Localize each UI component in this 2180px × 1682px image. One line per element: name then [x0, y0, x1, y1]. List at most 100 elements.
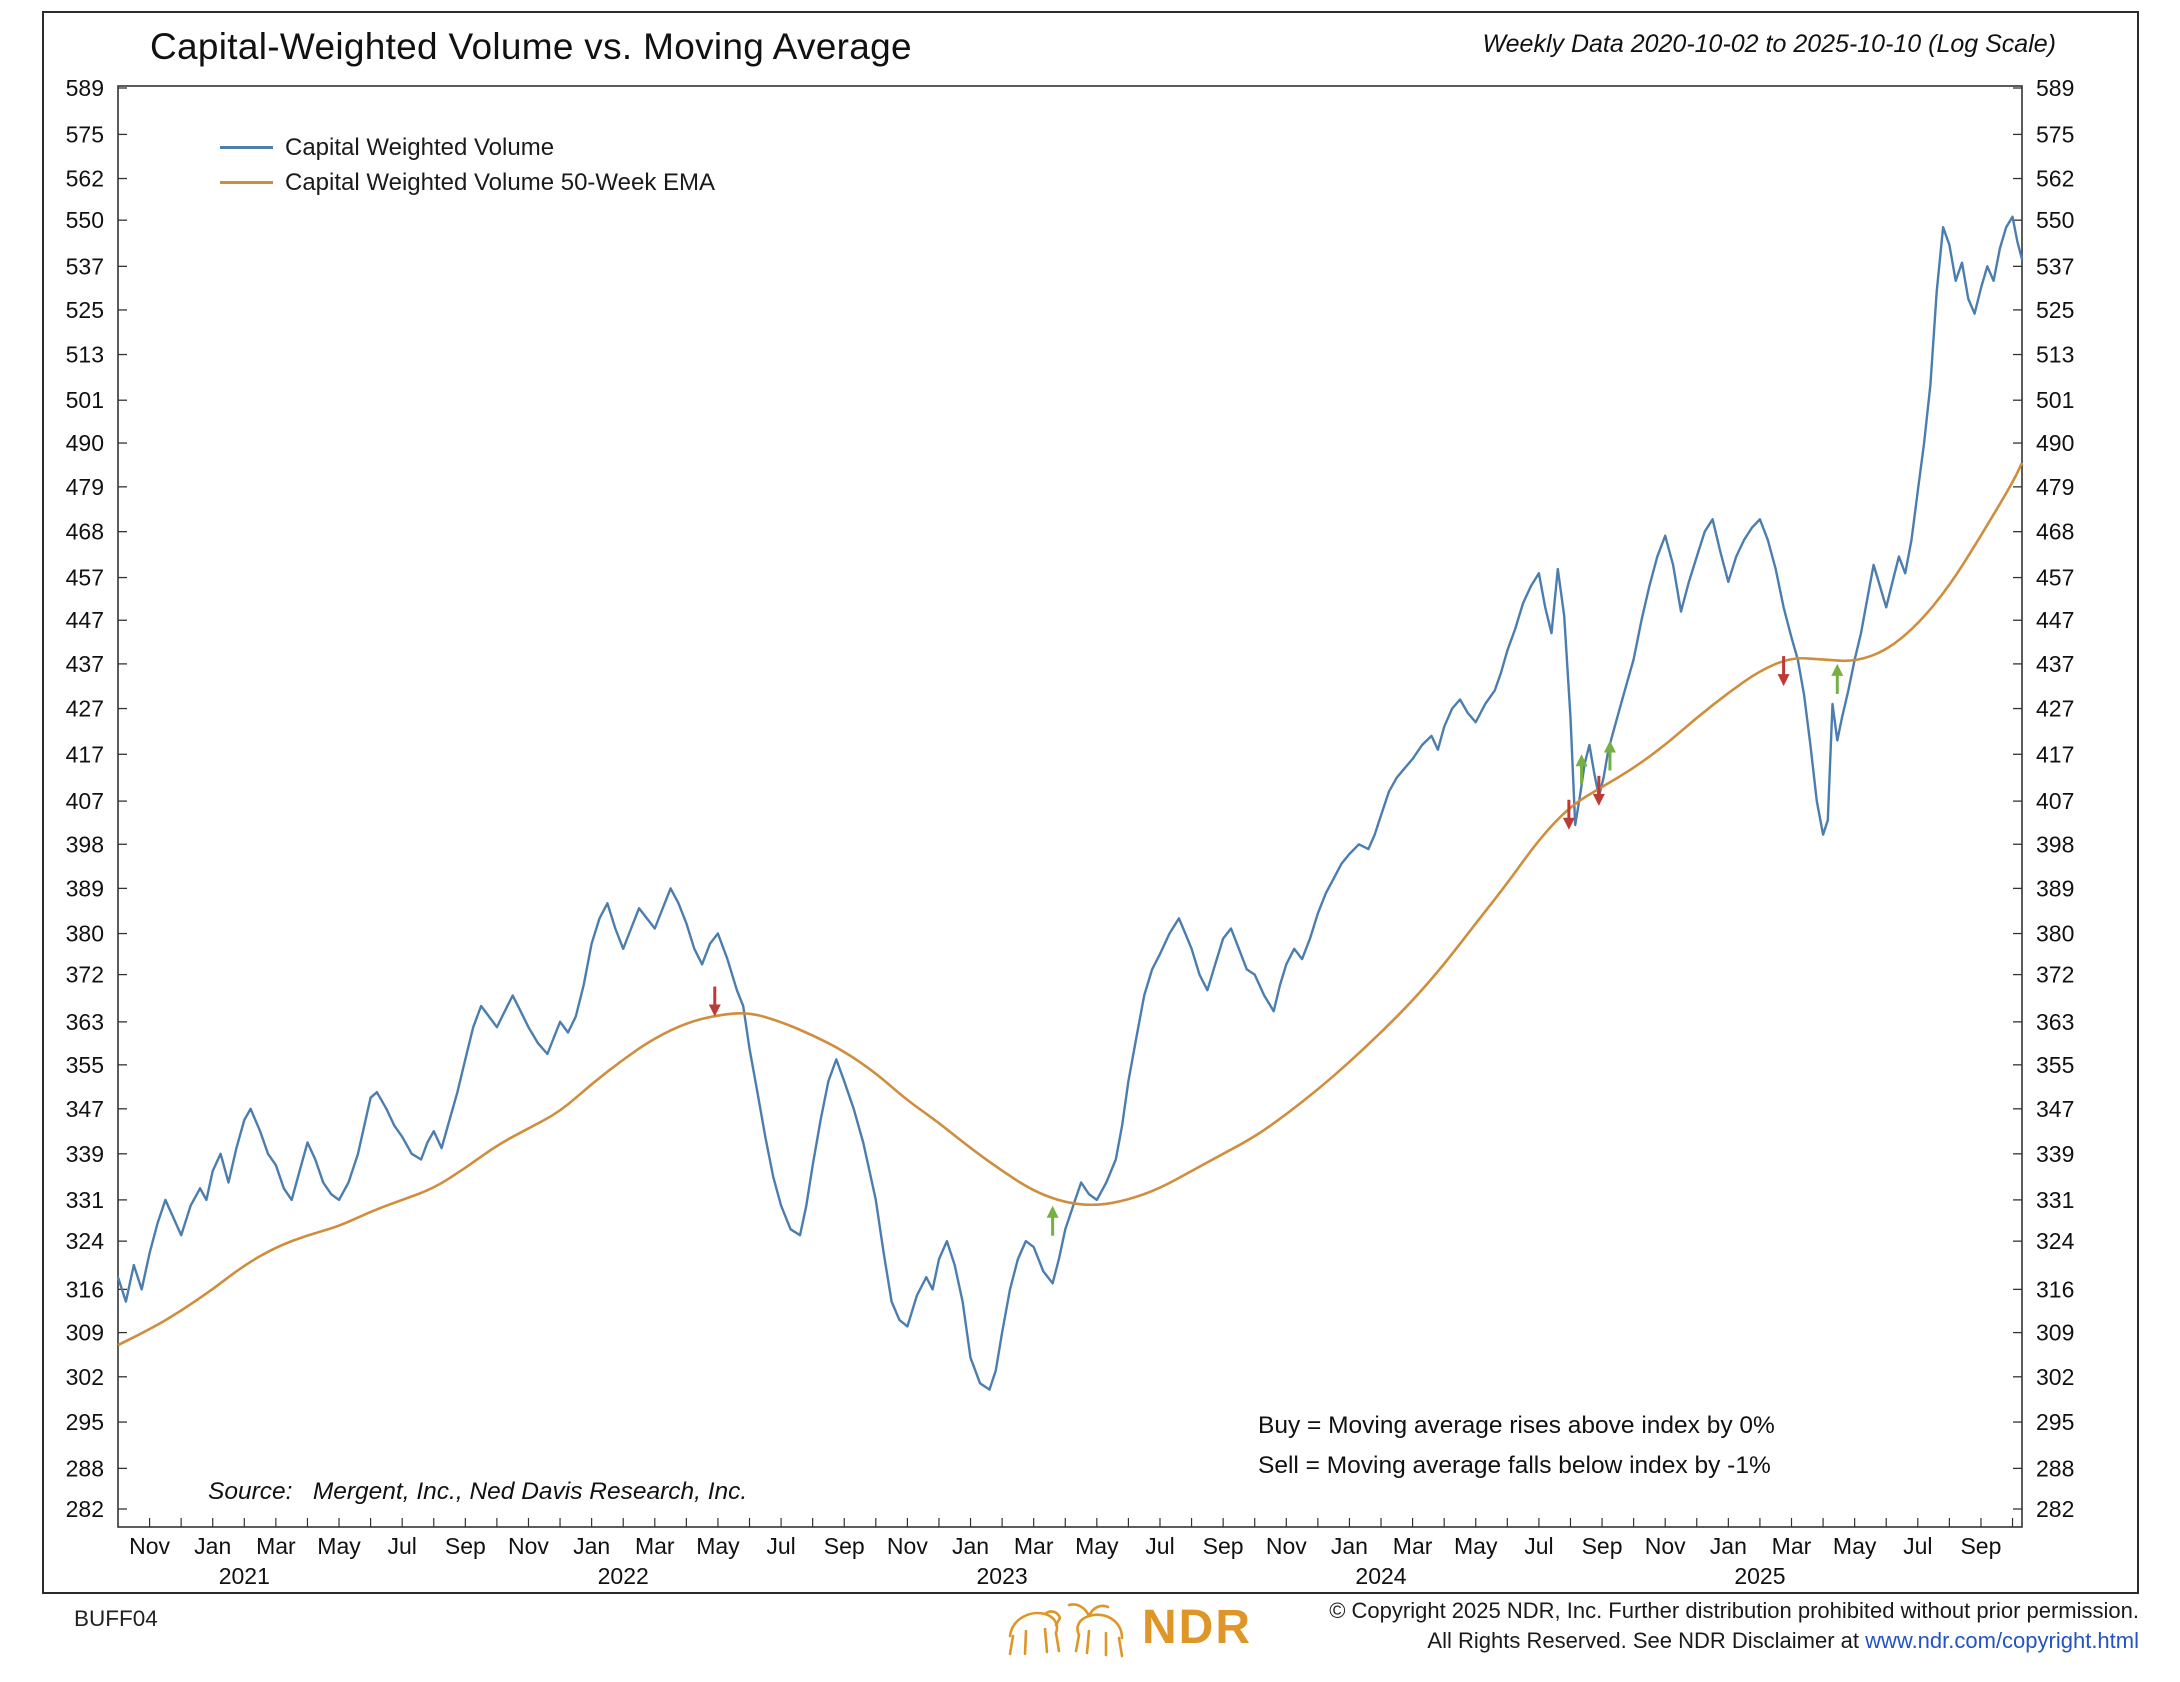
y-axis-label-left: 447 — [66, 607, 104, 633]
sell-signal-arrow-icon — [1592, 793, 1605, 806]
x-axis-month-label: May — [1075, 1533, 1119, 1559]
chart-id: BUFF04 — [74, 1606, 158, 1631]
copyright-line1: © Copyright 2025 NDR, Inc. Further distr… — [1329, 1598, 2139, 1623]
x-axis-month-label: Nov — [129, 1533, 170, 1559]
x-axis-year-label: 2022 — [598, 1563, 649, 1589]
y-axis-label-left: 417 — [66, 741, 104, 767]
y-axis-label-right: 575 — [2036, 121, 2074, 147]
y-axis-label-left: 479 — [66, 474, 104, 500]
y-axis-label-right: 562 — [2036, 166, 2074, 192]
y-axis-label-left: 501 — [66, 387, 104, 413]
x-axis-month-label: Sep — [445, 1533, 486, 1559]
x-axis-month-label: May — [1454, 1533, 1498, 1559]
x-axis-month-label: Jul — [1524, 1533, 1553, 1559]
chart-title: Capital-Weighted Volume vs. Moving Avera… — [150, 26, 912, 67]
x-axis-month-label: May — [317, 1533, 361, 1559]
x-axis-year-label: 2023 — [977, 1563, 1028, 1589]
y-axis-label-right: 309 — [2036, 1320, 2074, 1346]
y-axis-label-left: 427 — [66, 696, 104, 722]
buy-signal-arrow-icon — [1046, 1205, 1059, 1218]
y-axis-label-left: 355 — [66, 1052, 104, 1078]
x-axis-month-label: Nov — [887, 1533, 928, 1559]
buy-signal-arrow-icon — [1831, 663, 1844, 676]
x-axis-year-label: 2025 — [1734, 1563, 1785, 1589]
source-note: Source: Mergent, Inc., Ned Davis Researc… — [208, 1478, 748, 1505]
buy-rule-note: Buy = Moving average rises above index b… — [1258, 1412, 1775, 1439]
x-axis-month-label: Jul — [1903, 1533, 1932, 1559]
y-axis-label-right: 490 — [2036, 430, 2074, 456]
y-axis-label-left: 347 — [66, 1096, 104, 1122]
y-axis-label-left: 363 — [66, 1009, 104, 1035]
y-axis-label-left: 339 — [66, 1141, 104, 1167]
legend-ema-label: Capital Weighted Volume 50-Week EMA — [285, 168, 715, 196]
y-axis-label-right: 501 — [2036, 387, 2074, 413]
x-axis-month-label: Jan — [573, 1533, 610, 1559]
sell-signal-arrow-icon — [1777, 674, 1790, 687]
y-axis-label-right: 447 — [2036, 607, 2074, 633]
y-axis-label-left: 575 — [66, 121, 104, 147]
x-axis-month-label: Jul — [387, 1533, 416, 1559]
ema-line — [117, 462, 2024, 1347]
x-axis-month-label: Nov — [508, 1533, 549, 1559]
x-axis-month-label: Sep — [824, 1533, 865, 1559]
x-axis-month-label: Jul — [1145, 1533, 1174, 1559]
copyright-link[interactable]: www.ndr.com/copyright.html — [1865, 1628, 2139, 1653]
legend-volume-line-sample — [220, 146, 273, 149]
x-axis-month-label: Mar — [256, 1533, 296, 1559]
y-axis-label-left: 589 — [66, 75, 104, 101]
x-axis-month-label: Jan — [1710, 1533, 1747, 1559]
y-axis-label-left: 398 — [66, 831, 104, 857]
x-axis-month-label: Mar — [1014, 1533, 1054, 1559]
y-axis-label-left: 282 — [66, 1496, 104, 1522]
y-axis-label-left: 468 — [66, 519, 104, 545]
y-axis-label-left: 331 — [66, 1187, 104, 1213]
x-axis-month-label: Mar — [1772, 1533, 1812, 1559]
y-axis-label-right: 537 — [2036, 253, 2074, 279]
y-axis-label-right: 457 — [2036, 565, 2074, 591]
y-axis-label-right: 513 — [2036, 342, 2074, 368]
sell-signal-arrow-icon — [1562, 817, 1575, 830]
y-axis-label-left: 525 — [66, 297, 104, 323]
y-axis-label-left: 550 — [66, 207, 104, 233]
y-axis-label-right: 437 — [2036, 651, 2074, 677]
y-axis-label-right: 347 — [2036, 1096, 2074, 1122]
y-axis-label-right: 339 — [2036, 1141, 2074, 1167]
y-axis-label-right: 417 — [2036, 741, 2074, 767]
x-axis-month-label: Sep — [1203, 1533, 1244, 1559]
y-axis-label-right: 427 — [2036, 696, 2074, 722]
x-axis-month-label: May — [696, 1533, 740, 1559]
y-axis-label-right: 355 — [2036, 1052, 2074, 1078]
legend-ema-line-sample — [220, 181, 273, 184]
y-axis-label-right: 363 — [2036, 1009, 2074, 1035]
ndr-logo-text: NDR — [1142, 1600, 1252, 1654]
y-axis-label-right: 550 — [2036, 207, 2074, 233]
y-axis-label-right: 288 — [2036, 1455, 2074, 1481]
x-axis-month-label: Mar — [1393, 1533, 1433, 1559]
buy-signal-arrow-icon — [1603, 740, 1616, 753]
legend-row-volume: Capital Weighted Volume — [220, 130, 715, 165]
x-axis-month-label: May — [1833, 1533, 1877, 1559]
y-axis-label-left: 309 — [66, 1320, 104, 1346]
copyright-line2: All Rights Reserved. See NDR Disclaimer … — [1329, 1626, 2139, 1656]
y-axis-label-right: 468 — [2036, 519, 2074, 545]
y-axis-label-right: 372 — [2036, 962, 2074, 988]
y-axis-label-left: 302 — [66, 1364, 104, 1390]
y-axis-label-right: 525 — [2036, 297, 2074, 323]
chart-subtitle: Weekly Data 2020-10-02 to 2025-10-10 (Lo… — [1482, 30, 2057, 58]
y-axis-label-left: 316 — [66, 1276, 104, 1302]
y-axis-label-left: 562 — [66, 166, 104, 192]
legend: Capital Weighted Volume Capital Weighted… — [220, 130, 715, 200]
x-axis-month-label: Jul — [766, 1533, 795, 1559]
y-axis-label-left: 437 — [66, 651, 104, 677]
x-axis-month-label: Sep — [1582, 1533, 1623, 1559]
y-axis-label-right: 589 — [2036, 75, 2074, 101]
y-axis-label-right: 389 — [2036, 875, 2074, 901]
y-axis-label-left: 288 — [66, 1455, 104, 1481]
y-axis-label-left: 537 — [66, 253, 104, 279]
y-axis-label-right: 380 — [2036, 921, 2074, 947]
y-axis-label-left: 324 — [66, 1228, 105, 1254]
plot-frame — [117, 85, 2023, 1528]
x-axis-year-label: 2021 — [219, 1563, 270, 1589]
y-axis-label-left: 295 — [66, 1409, 104, 1435]
